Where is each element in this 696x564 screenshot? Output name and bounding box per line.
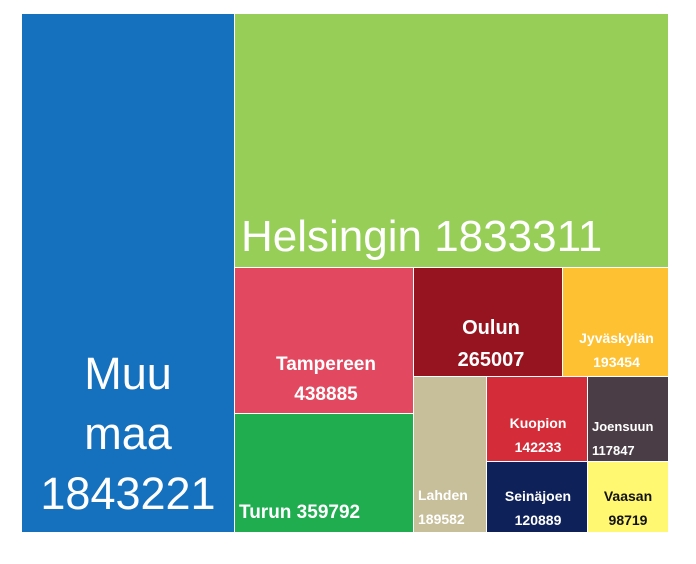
treemap-label-joensuu: Joensuun [592, 419, 654, 434]
treemap-label-oulu: Oulun [462, 317, 520, 339]
treemap-label-seinajoki: 120889 [514, 512, 562, 528]
treemap-label-tampere: Tampereen [276, 354, 376, 375]
treemap-label-turku: Turun 359792 [239, 502, 361, 523]
treemap-label-seinajoki: Seinäjoen [504, 488, 572, 504]
treemap-label-muu: maa [84, 408, 172, 459]
treemap-tile-jyvaskyla: Jyväskylän 193454 [563, 268, 668, 376]
treemap-label-kuopio: Kuopion [509, 415, 567, 431]
treemap-label-vaasa: Vaasan [603, 488, 653, 504]
treemap-tile-lahti: Lahden 189582 [414, 377, 486, 532]
treemap-label-kuopio: 142233 [514, 439, 562, 455]
treemap-tile-oulu: Oulun 265007 [414, 268, 562, 376]
treemap-label-vaasa: 98719 [608, 512, 648, 528]
treemap-label-muu: Muu [84, 348, 172, 399]
treemap-label-tampere: 438885 [294, 384, 358, 405]
treemap-label-oulu: 265007 [457, 349, 525, 371]
treemap-tile-tampere: Tampereen 438885 [235, 268, 413, 413]
treemap-label-jyvaskyla: Jyväskylän [579, 330, 654, 346]
treemap-label-lahti: 189582 [418, 511, 465, 527]
treemap-tile-kuopio: Kuopion 142233 [487, 377, 587, 461]
treemap-tile-joensuu: Joensuun 117847 [588, 377, 668, 461]
treemap-label-jyvaskyla: 193454 [593, 354, 640, 370]
treemap-tile-turku: Turun 359792 [235, 414, 413, 532]
treemap-tile-muu: Muu maa 1843221 [22, 14, 234, 532]
treemap-tile-seinajoki: Seinäjoen 120889 [487, 462, 587, 532]
treemap-tile-helsinki: Helsingin 1833311 [235, 14, 668, 267]
treemap-tile-vaasa: Vaasan 98719 [588, 462, 668, 532]
treemap-label-muu: 1843221 [40, 468, 216, 519]
treemap-label-joensuu: 117847 [592, 443, 635, 458]
treemap-label-helsinki: Helsingin 1833311 [241, 212, 603, 261]
treemap-label-lahti: Lahden [418, 487, 468, 503]
